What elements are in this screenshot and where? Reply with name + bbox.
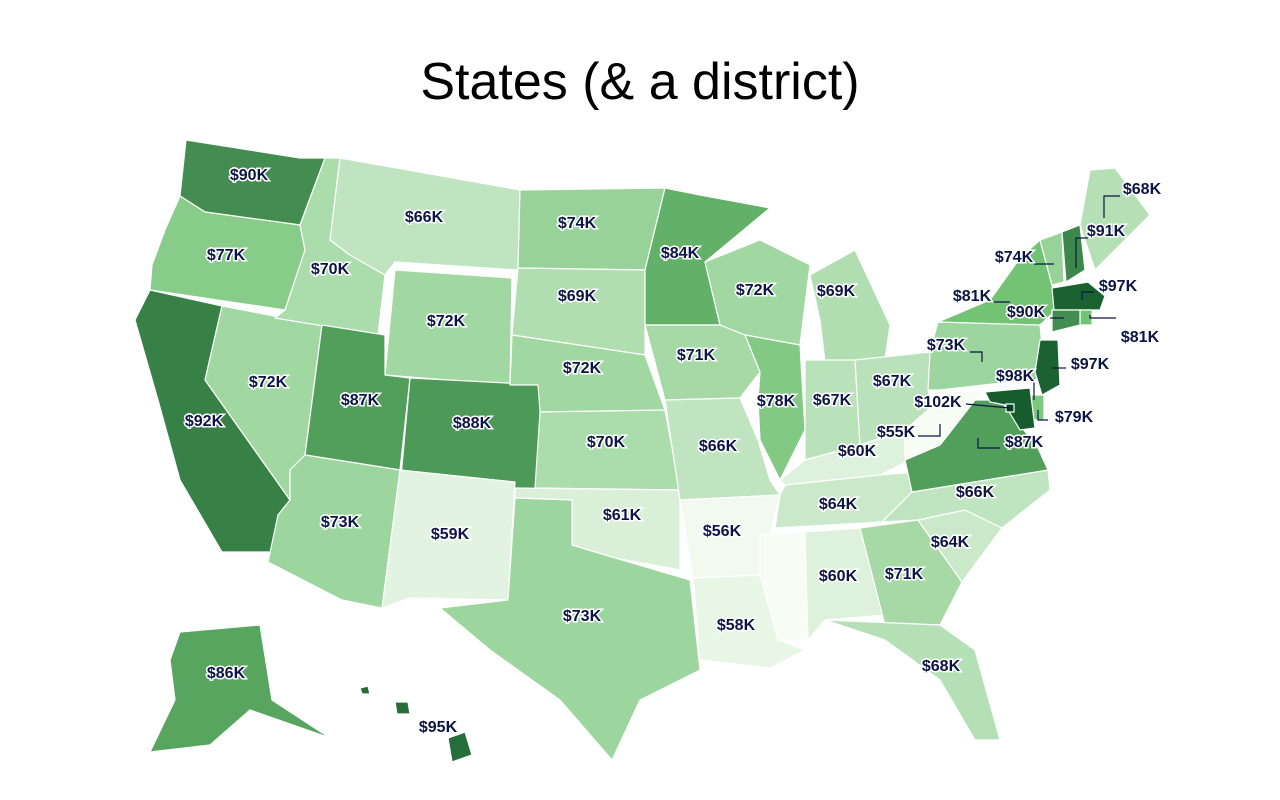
- label-mo: $66K: [699, 438, 738, 455]
- label-ky: $60K: [838, 443, 877, 460]
- label-ut: $87K: [341, 392, 380, 409]
- label-md: $98K: [996, 368, 1035, 385]
- label-ga: $71K: [885, 566, 924, 583]
- state-il[interactable]: [744, 334, 806, 481]
- label-ny: $81K: [953, 288, 992, 305]
- label-wi: $72K: [736, 282, 775, 299]
- state-nc[interactable]: [881, 469, 1051, 529]
- label-ks: $70K: [587, 434, 626, 451]
- label-nh: $91K: [1087, 223, 1126, 240]
- label-pa: $73K: [927, 337, 966, 354]
- label-nd: $74K: [558, 215, 597, 232]
- label-oh: $67K: [873, 373, 912, 390]
- state-hi-island-3[interactable]: [359, 685, 371, 695]
- state-al[interactable]: [804, 527, 886, 641]
- state-ak[interactable]: [149, 624, 331, 753]
- state-tx[interactable]: [439, 497, 701, 761]
- label-ma: $97K: [1099, 278, 1138, 295]
- label-id: $70K: [311, 261, 350, 278]
- label-me: $68K: [1123, 181, 1162, 198]
- leader-line-dc: [965, 403, 1011, 409]
- leader-line-me: [1103, 195, 1120, 218]
- label-nj: $97K: [1071, 356, 1110, 373]
- label-nm: $59K: [431, 526, 470, 543]
- state-me[interactable]: [1079, 167, 1151, 271]
- label-vt: $74K: [995, 249, 1034, 266]
- state-fl[interactable]: [824, 619, 1001, 741]
- label-mn: $84K: [661, 245, 700, 262]
- label-nv: $72K: [249, 374, 288, 391]
- label-hi: $95K: [419, 719, 458, 736]
- state-hi-island-2[interactable]: [394, 701, 411, 715]
- label-ar: $56K: [703, 523, 742, 540]
- label-sd: $69K: [558, 288, 597, 305]
- label-ri: $81K: [1121, 329, 1160, 346]
- label-il: $78K: [757, 393, 796, 410]
- label-in: $67K: [813, 392, 852, 409]
- state-nj[interactable]: [1034, 339, 1061, 396]
- leader-line-nh: [1075, 237, 1088, 268]
- label-ia: $71K: [677, 347, 716, 364]
- label-la: $58K: [717, 617, 756, 634]
- label-sc: $64K: [931, 534, 970, 551]
- state-hi[interactable]: [447, 731, 473, 763]
- label-co: $88K: [453, 415, 492, 432]
- state-vt[interactable]: [1039, 231, 1065, 286]
- label-tx: $73K: [563, 608, 602, 625]
- leader-line-va: [977, 438, 1000, 449]
- state-ct[interactable]: [1051, 309, 1081, 333]
- label-ak: $86K: [207, 665, 246, 682]
- map-title: States (& a district): [420, 53, 860, 111]
- leader-line-pa: [970, 351, 983, 362]
- label-tn: $64K: [819, 496, 858, 513]
- label-fl: $68K: [922, 658, 961, 675]
- label-wa: $90K: [230, 167, 269, 184]
- label-ms: $55K: [877, 424, 916, 441]
- label-wy: $72K: [427, 313, 466, 330]
- label-nc: $66K: [956, 484, 995, 501]
- label-mi: $69K: [817, 283, 856, 300]
- leader-line-wv: [918, 424, 941, 437]
- label-dc: $102K: [914, 394, 962, 411]
- label-ca: $92K: [185, 413, 224, 430]
- leader-line-ri: [1089, 315, 1116, 319]
- state-wv[interactable]: [904, 389, 986, 461]
- leader-line-ma: [1081, 291, 1094, 300]
- label-az: $73K: [321, 514, 360, 531]
- label-mt: $66K: [405, 209, 444, 226]
- label-wv: $55K: [877, 424, 916, 441]
- state-ms[interactable]: [759, 531, 809, 641]
- label-ct: $90K: [1007, 304, 1046, 321]
- label-ne: $72K: [563, 360, 602, 377]
- state-nm[interactable]: [381, 469, 516, 609]
- state-nh[interactable]: [1061, 224, 1086, 283]
- leader-line-de: [1037, 410, 1048, 421]
- label-ok: $61K: [603, 507, 642, 524]
- state-mi[interactable]: [809, 249, 891, 363]
- label-va: $87K: [1005, 434, 1044, 451]
- label-al: $60K: [819, 568, 858, 585]
- state-ma[interactable]: [1051, 281, 1106, 311]
- label-or: $77K: [207, 247, 246, 264]
- label-de: $79K: [1055, 409, 1094, 426]
